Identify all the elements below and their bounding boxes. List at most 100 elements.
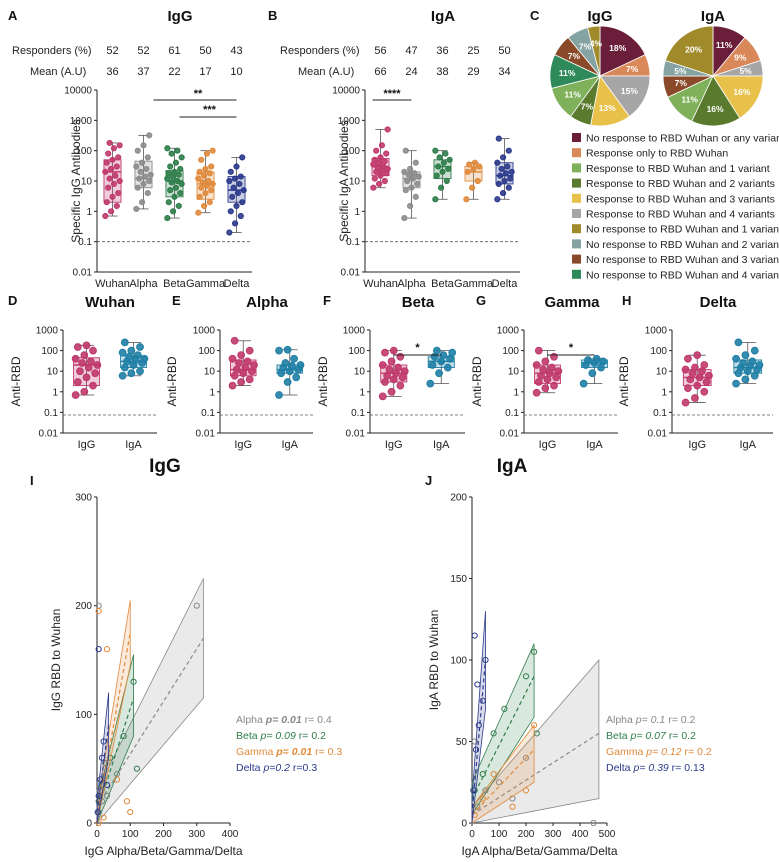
mean-value: 38 bbox=[436, 66, 448, 78]
data-point bbox=[599, 357, 608, 366]
data-point bbox=[471, 632, 478, 639]
x-tick-label: 300 bbox=[188, 829, 205, 840]
data-point bbox=[732, 354, 740, 363]
data-point bbox=[464, 168, 471, 175]
data-point bbox=[110, 180, 118, 188]
data-point bbox=[245, 375, 254, 384]
data-point bbox=[681, 398, 690, 407]
data-point bbox=[240, 187, 247, 194]
data-point bbox=[95, 646, 102, 653]
y-axis-label: Anti-RBD bbox=[9, 356, 23, 406]
data-point bbox=[174, 147, 181, 154]
data-point bbox=[402, 147, 409, 154]
data-point bbox=[209, 147, 216, 154]
data-point bbox=[234, 189, 242, 197]
x-tick-label: Gamma bbox=[454, 278, 494, 290]
panel-a-boxplot: 0.01 0.1 1 10 100 1000 10000 Specific IgG Antib… bbox=[64, 86, 252, 290]
data-point bbox=[239, 154, 246, 161]
responders-value: 47 bbox=[405, 45, 417, 57]
data-point bbox=[97, 776, 104, 783]
data-point bbox=[228, 381, 237, 390]
y-tick-label: 100 bbox=[75, 146, 92, 157]
data-point bbox=[501, 177, 508, 185]
data-point bbox=[195, 209, 202, 216]
data-point bbox=[206, 199, 213, 206]
data-point bbox=[748, 357, 757, 366]
legend-label: Response to RBD Wuhan and 3 variants bbox=[586, 193, 775, 205]
data-point bbox=[448, 348, 457, 357]
data-point bbox=[415, 173, 422, 180]
x-tick-label: IgG bbox=[234, 439, 252, 451]
data-point bbox=[137, 168, 144, 175]
data-point bbox=[463, 196, 470, 203]
data-point bbox=[435, 369, 443, 378]
data-point bbox=[80, 351, 89, 360]
legend-swatch bbox=[572, 148, 581, 158]
panel-h-boxplot: 0.01 0.1 1 10 100 1000 Anti-RBD IgG IgA bbox=[617, 326, 773, 451]
data-point bbox=[443, 177, 450, 185]
data-point bbox=[227, 168, 234, 175]
p-value: p=0.2 bbox=[262, 762, 290, 774]
data-point bbox=[394, 363, 403, 372]
data-point bbox=[539, 365, 548, 374]
y-tick-label: 0.1 bbox=[505, 408, 519, 419]
data-point bbox=[505, 147, 512, 154]
x-tick-label: Wuhan bbox=[363, 278, 398, 290]
data-point bbox=[73, 378, 82, 386]
panel-e-boxplot: 0.01 0.1 1 10 100 1000 Anti-RBD IgG IgA bbox=[165, 326, 313, 451]
data-point bbox=[402, 187, 409, 194]
panel-a-mean-label: Mean (A.U) bbox=[30, 66, 86, 78]
data-point bbox=[550, 381, 558, 390]
y-tick-label: 1000 bbox=[343, 326, 366, 337]
panel-letter-i: I bbox=[30, 473, 34, 488]
y-tick-label: 1 bbox=[52, 387, 58, 398]
data-point bbox=[470, 787, 477, 794]
x-tick-label: Gamma bbox=[186, 278, 226, 290]
data-point bbox=[164, 175, 171, 182]
panel-i-scatter: 0 100 200 300 400 0 100 200 300 IgG Alpha/Beta/Ga… bbox=[49, 493, 243, 859]
p-value: p= 0.07 bbox=[630, 730, 667, 742]
mean-value: 34 bbox=[498, 66, 510, 78]
y-tick-label: 100 bbox=[650, 346, 667, 357]
x-tick-label: IgA bbox=[586, 439, 603, 451]
data-point bbox=[226, 177, 233, 185]
data-point bbox=[474, 681, 481, 688]
data-point bbox=[110, 145, 118, 152]
data-point bbox=[235, 359, 243, 367]
data-point bbox=[147, 171, 154, 178]
data-point bbox=[103, 646, 111, 653]
data-point bbox=[196, 193, 203, 200]
data-point bbox=[106, 175, 113, 182]
data-point bbox=[237, 378, 246, 386]
data-point bbox=[700, 387, 709, 396]
panel-a-responders-label: Responders (%) bbox=[12, 45, 91, 57]
panel-b-mean-label: Mean (A.U) bbox=[298, 66, 354, 78]
series-name: Gamma bbox=[236, 746, 276, 758]
data-point bbox=[370, 184, 377, 191]
pie-legend: No response to RBD Wuhan or any variant R… bbox=[572, 133, 779, 281]
x-tick-label: 0 bbox=[94, 829, 100, 840]
data-point bbox=[177, 165, 184, 173]
data-point bbox=[534, 346, 543, 355]
x-tick-label: IgA bbox=[433, 439, 450, 451]
data-point bbox=[377, 172, 384, 179]
p-value: p= 0.09 bbox=[260, 730, 296, 742]
y-tick-label: 0.01 bbox=[341, 268, 361, 279]
y-tick-label: 1 bbox=[354, 207, 360, 218]
data-point bbox=[106, 139, 113, 147]
panel-letter-c: C bbox=[530, 8, 540, 23]
data-point bbox=[396, 381, 405, 390]
data-point bbox=[693, 351, 702, 360]
x-tick-label: Beta bbox=[431, 278, 455, 290]
data-point bbox=[73, 343, 82, 351]
data-point bbox=[237, 173, 244, 180]
data-point bbox=[165, 199, 172, 206]
data-point bbox=[143, 165, 150, 173]
data-point bbox=[691, 363, 699, 372]
data-point bbox=[479, 697, 486, 704]
y-tick-label: 10 bbox=[204, 367, 216, 378]
data-point bbox=[82, 341, 91, 350]
legend-label: Response to RBD Wuhan and 2 variants bbox=[586, 178, 775, 190]
data-point bbox=[205, 177, 212, 185]
